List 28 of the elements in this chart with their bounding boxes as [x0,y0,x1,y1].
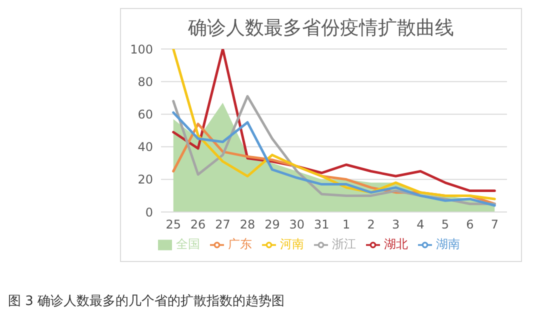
caption: 图 3 确诊人数最多的几个省的扩散指数的趋势图 [8,293,285,310]
x-tick-label: 4 [416,218,424,232]
x-tick-label: 26 [190,218,206,232]
y-tick-label: 60 [138,107,153,122]
legend-label: 广东 [228,237,252,251]
x-tick-label: 25 [166,218,181,232]
x-tick-label: 29 [264,218,280,232]
y-tick-label: 100 [130,42,153,56]
legend-label: 湖北 [384,237,408,251]
x-tick-label: 28 [240,218,256,232]
x-tick-label: 2 [367,218,375,232]
x-tick-label: 7 [490,218,498,232]
y-tick-label: 40 [138,140,153,154]
y-tick-label: 80 [138,74,153,89]
legend-label: 湖南 [436,237,460,251]
legend-label: 全国 [176,237,200,251]
x-tick-label: 27 [215,218,230,232]
x-tick-label: 3 [392,218,400,232]
legend-label: 河南 [280,237,304,251]
x-tick-label: 1 [342,218,350,232]
x-tick-label: 31 [314,218,330,232]
legend-label: 浙江 [332,237,356,251]
x-tick-label: 30 [289,218,305,232]
x-tick-label: 6 [466,218,474,232]
x-tick-label: 5 [441,218,450,232]
y-tick-label: 20 [138,172,153,187]
chart-title: 确诊人数最多省份疫情扩散曲线 [187,16,455,41]
y-tick-label: 0 [145,205,153,220]
